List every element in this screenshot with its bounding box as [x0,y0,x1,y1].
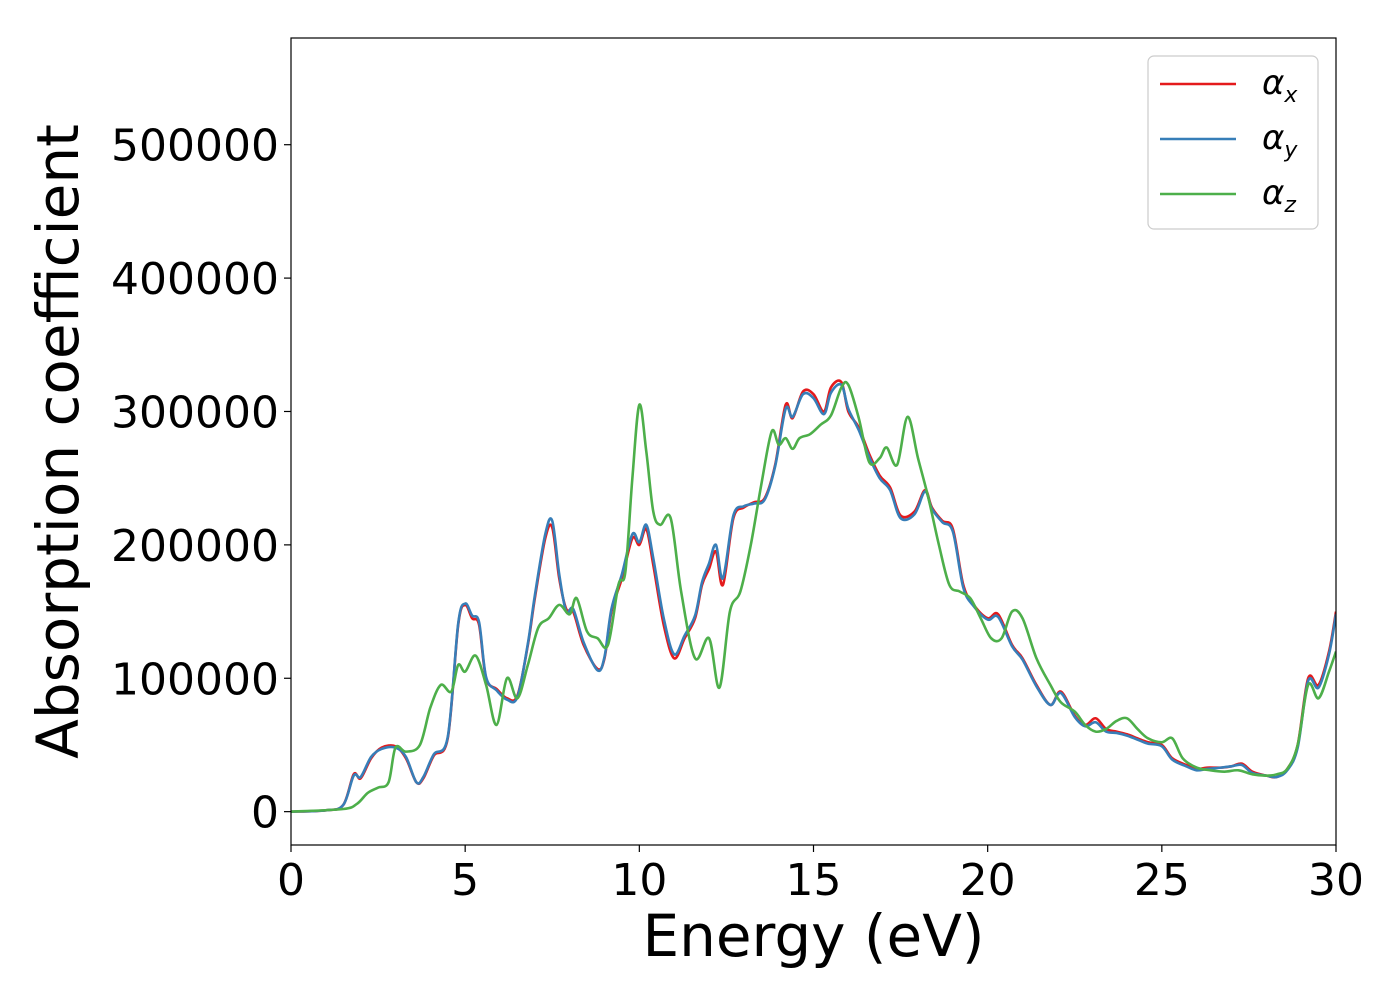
x-axis-ticks: 0 5 10 15 20 25 30 [277,845,1364,906]
legend-subscript: y [1283,138,1298,163]
y-tick-label: 100000 [111,654,279,705]
legend-box [1147,55,1319,230]
x-tick-label: 25 [1134,855,1190,906]
legend-label-x: αx [1262,63,1298,108]
legend-symbol: α [1262,173,1284,213]
x-tick-label: 30 [1308,855,1364,906]
series-line-y [291,382,1336,813]
y-tick-label: 300000 [111,387,279,438]
y-axis-ticks: 0 100000 200000 300000 400000 500000 [111,121,291,839]
legend-label-z: αz [1262,173,1296,218]
legend-subscript: z [1283,193,1296,218]
y-tick-label: 0 [251,788,279,839]
series-line-z [291,380,1336,813]
legend-symbol: α [1262,118,1284,158]
x-tick-label: 5 [451,855,479,906]
x-tick-label: 10 [611,855,667,906]
y-axis-label: Absorption coefficient [24,124,92,759]
x-tick-label: 20 [960,855,1016,906]
x-tick-label: 15 [786,855,842,906]
y-tick-label: 500000 [111,121,279,172]
plot-lines [291,379,1336,813]
x-tick-label: 0 [277,855,305,906]
y-tick-label: 400000 [111,254,279,305]
series-line-x [291,379,1336,813]
legend-label-y: αy [1262,118,1298,163]
y-tick-label: 200000 [111,521,279,572]
x-axis-label: Energy (eV) [642,902,984,970]
legend-subscript: x [1283,83,1298,108]
legend-symbol: α [1262,63,1284,103]
